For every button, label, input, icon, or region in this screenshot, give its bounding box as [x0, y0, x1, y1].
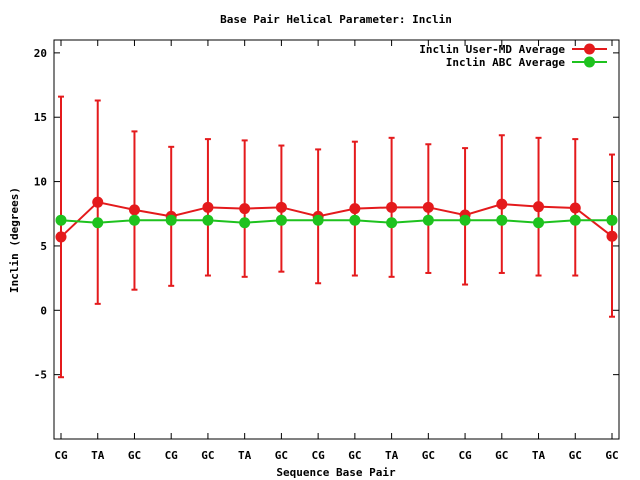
series-user-md-point: [496, 198, 508, 210]
series-abc-point: [349, 214, 361, 226]
series-abc-point: [128, 214, 140, 226]
series-abc-point: [55, 214, 67, 226]
series-user-md-line: [60, 201, 613, 238]
series-abc-point: [496, 214, 508, 226]
x-tick-label: GC: [348, 449, 361, 462]
x-tick-label: CG: [165, 449, 179, 462]
series-abc-point: [165, 214, 177, 226]
chart-title: Base Pair Helical Parameter: Inclin: [220, 13, 452, 26]
series-abc-point: [533, 217, 545, 229]
series-user-md-point: [128, 204, 140, 216]
series-abc-line: [60, 219, 612, 224]
series-user-md-point: [533, 201, 545, 213]
plot-frame: [53, 39, 620, 440]
x-tick-label: GC: [422, 449, 435, 462]
x-axis: CG TA GC CG GC TA GC CG GC TA GC CG GC TA GC GC: [54, 40, 619, 462]
series-user-md-point: [386, 201, 398, 213]
series-user-md-point: [55, 231, 67, 243]
series-user-md-point: [349, 203, 361, 215]
legend-item: Inclin User-MD Average: [419, 43, 607, 56]
series-abc-point: [239, 217, 251, 229]
y-tick-label: -5: [34, 369, 47, 382]
series-abc-point: [386, 217, 398, 229]
y-axis-label: Inclin (degrees): [8, 187, 21, 293]
x-tick-label: TA: [385, 449, 399, 462]
x-tick-label: GC: [128, 449, 141, 462]
x-axis-label: Sequence Base Pair: [276, 466, 396, 479]
x-tick-label: GC: [495, 449, 508, 462]
series-abc-point: [312, 214, 324, 226]
x-tick-label: GC: [201, 449, 214, 462]
series-abc-point: [422, 214, 434, 226]
y-tick-label: 10: [34, 176, 47, 189]
series-abc-point: [569, 214, 581, 226]
series-layer: [55, 95, 618, 379]
series-user-md-point: [92, 196, 104, 208]
series-abc-point: [275, 214, 287, 226]
x-tick-label: CG: [458, 449, 472, 462]
x-tick-label: GC: [605, 449, 618, 462]
legend-marker: [584, 56, 595, 68]
x-tick-label: CG: [312, 449, 326, 462]
series-user-md-point: [422, 201, 434, 213]
legend-label: Inclin ABC Average: [446, 56, 566, 69]
series-user-md-point: [569, 202, 581, 214]
y-tick-label: 15: [34, 111, 47, 124]
y-tick-label: 20: [34, 47, 47, 60]
series-user-md-point: [202, 201, 214, 213]
legend-item: Inclin ABC Average: [446, 56, 607, 69]
x-tick-label: CG: [54, 449, 68, 462]
x-tick-label: TA: [238, 449, 252, 462]
x-tick-label: GC: [569, 449, 582, 462]
series-user-md-point: [275, 201, 287, 213]
series-abc-point: [459, 214, 471, 226]
x-tick-label: GC: [275, 449, 288, 462]
y-axis: -5 0 5 10 15 20: [34, 47, 619, 382]
series-user-md-point: [606, 230, 618, 242]
series-abc-point: [92, 217, 104, 229]
legend-marker: [584, 43, 595, 55]
legend-label: Inclin User-MD Average: [419, 43, 565, 56]
y-tick-label: 5: [40, 240, 47, 253]
series-abc-point: [202, 214, 214, 226]
series-abc-point: [606, 214, 618, 226]
y-tick-label: 0: [40, 304, 47, 317]
series-user-md-point: [239, 203, 251, 215]
x-tick-label: TA: [532, 449, 546, 462]
x-tick-label: TA: [91, 449, 105, 462]
